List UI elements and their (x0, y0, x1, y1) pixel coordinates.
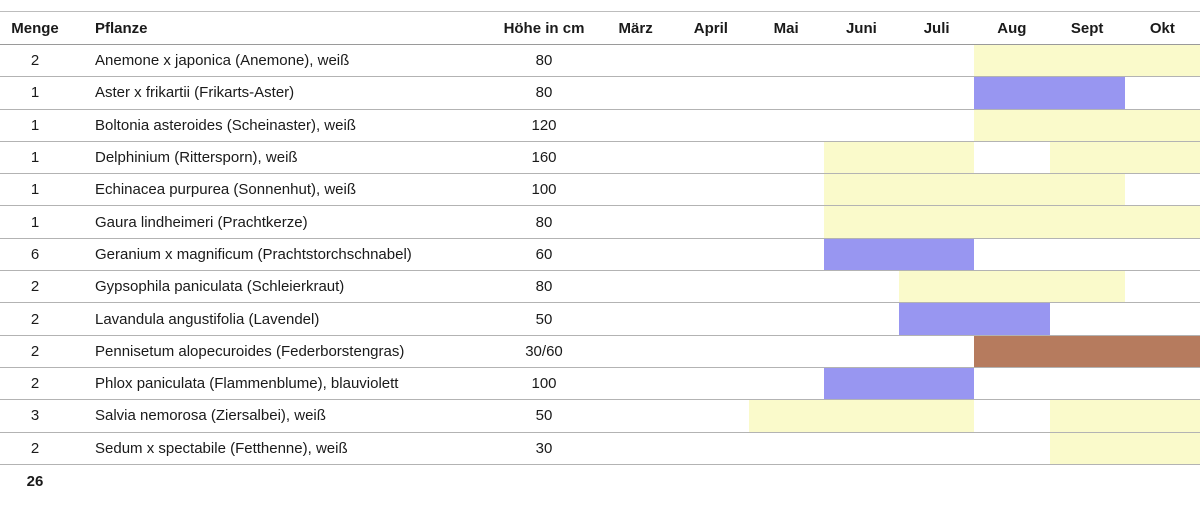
cell-plant-name: Geranium x magnificum (Prachtstorchschna… (95, 245, 412, 263)
table-row: 2 Gypsophila paniculata (Schleierkraut) 80 (0, 271, 1200, 304)
cell-height: 100 (531, 375, 557, 393)
bloom-chart-area (598, 400, 1200, 432)
table-row: 2 Phlox paniculata (Flammenblume), blauvi… (0, 367, 1200, 401)
cell-height: 100 (531, 181, 557, 199)
bloom-chart-area (598, 109, 1200, 141)
header-row: Menge Pflanze Höhe in cm März April Mai Jun… (0, 12, 1200, 45)
bloom-bar (823, 141, 975, 174)
bloom-bar (823, 174, 1125, 206)
table-row: 2 Anemone x japonica (Anemone), weiß 80 (0, 45, 1200, 78)
month-header: Aug (997, 19, 1027, 37)
cell-plant-name: Phlox paniculata (Flammenblume), blauvio… (95, 375, 399, 393)
table-row: 2 Lavandula angustifolia (Lavendel) 50 (0, 303, 1200, 336)
cell-quantity: 2 (30, 342, 40, 360)
month-header: März (618, 19, 653, 37)
cell-quantity: 1 (30, 116, 40, 134)
cell-quantity: 2 (30, 310, 40, 328)
cell-quantity: 2 (30, 278, 40, 296)
table-row: 6 Geranium x magnificum (Prachtstorchschn… (0, 238, 1200, 272)
table-row: 1 Boltonia asteroides (Scheinaster), weiß… (0, 109, 1200, 142)
month-headers: März April Mai Juni Juli Aug Sept Okt (598, 12, 1200, 44)
cell-height: 80 (535, 213, 553, 231)
bloom-bar (1049, 432, 1200, 464)
cell-height: 30/60 (525, 342, 563, 360)
bloom-bar (974, 45, 1200, 77)
table-row: 2 Sedum x spectabile (Fetthenne), weiß 30 (0, 432, 1200, 465)
cell-quantity: 1 (30, 181, 40, 199)
bloom-chart-area (598, 77, 1200, 109)
bloom-chart-area (598, 432, 1200, 464)
cell-plant-name: Aster x frikartii (Frikarts-Aster) (95, 84, 295, 102)
cell-quantity: 1 (30, 213, 40, 231)
month-header: Juli (923, 19, 950, 37)
cell-height: 50 (535, 310, 553, 328)
bloom-chart-area (598, 303, 1200, 335)
cell-height: 60 (535, 245, 553, 263)
table-row: 1 Echinacea purpurea (Sonnenhut), weiß 100 (0, 174, 1200, 207)
bloom-chart-area (598, 45, 1200, 77)
bloom-calendar-table: Menge Pflanze Höhe in cm März April Mai Jun… (0, 11, 1200, 499)
bloom-chart-area (598, 206, 1200, 238)
month-header: April (693, 19, 728, 37)
bloom-bar (823, 206, 1200, 238)
cell-plant-name: Delphinium (Rittersporn), weiß (95, 149, 298, 167)
bloom-chart-area (598, 367, 1200, 400)
bloom-bar (748, 400, 975, 432)
cell-height: 160 (531, 149, 557, 167)
month-header: Sept (1070, 19, 1104, 37)
cell-height: 80 (535, 278, 553, 296)
cell-plant-name: Gypsophila paniculata (Schleierkraut) (95, 278, 345, 296)
bloom-bar (974, 109, 1200, 141)
table-row: 2 Pennisetum alopecuroides (Federborsteng… (0, 335, 1200, 368)
cell-plant-name: Sedum x spectabile (Fetthenne), weiß (95, 439, 348, 457)
bloom-chart-area (598, 238, 1200, 271)
bloom-bar (823, 367, 975, 400)
month-header: Mai (773, 19, 799, 37)
cell-plant-name: Anemone x japonica (Anemone), weiß (95, 52, 350, 70)
cell-height: 30 (535, 439, 553, 457)
bloom-bar (1049, 141, 1200, 174)
bloom-bar (823, 238, 975, 271)
cell-quantity: 3 (30, 407, 40, 425)
cell-quantity: 6 (30, 245, 40, 263)
column-header-quantity: Menge (11, 19, 59, 37)
table-body: 2 Anemone x japonica (Anemone), weiß 80 1 As… (0, 45, 1200, 465)
column-header-plant: Pflanze (95, 19, 148, 37)
table-row: 1 Gaura lindheimeri (Prachtkerze) 80 (0, 206, 1200, 239)
cell-quantity: 2 (30, 439, 40, 457)
cell-plant-name: Echinacea purpurea (Sonnenhut), weiß (95, 181, 356, 199)
cell-plant-name: Pennisetum alopecuroides (Federborstengr… (95, 342, 405, 360)
bloom-chart-area (598, 141, 1200, 174)
table-row: 3 Salvia nemorosa (Ziersalbei), weiß 50 (0, 400, 1200, 433)
cell-plant-name: Gaura lindheimeri (Prachtkerze) (95, 213, 308, 231)
table-row: 1 Aster x frikartii (Frikarts-Aster) 80 (0, 77, 1200, 110)
column-header-height: Höhe in cm (503, 19, 585, 37)
cell-plant-name: Lavandula angustifolia (Lavendel) (95, 310, 320, 328)
total-row: 26 (0, 465, 1200, 499)
cell-quantity: 1 (30, 149, 40, 167)
cell-plant-name: Boltonia asteroides (Scheinaster), weiß (95, 116, 356, 134)
bloom-bar (974, 77, 1125, 109)
bloom-chart-area (598, 335, 1200, 367)
bloom-bar (899, 303, 1050, 335)
table-row: 1 Delphinium (Rittersporn), weiß 160 (0, 141, 1200, 175)
bloom-bar (1049, 400, 1200, 432)
bloom-bar (974, 335, 1200, 367)
cell-height: 80 (535, 84, 553, 102)
bloom-chart-area (598, 271, 1200, 303)
cell-quantity: 2 (30, 375, 40, 393)
cell-quantity: 2 (30, 52, 40, 70)
bloom-chart-area (598, 174, 1200, 206)
total-quantity: 26 (26, 473, 44, 491)
month-header: Juni (845, 19, 877, 37)
cell-height: 50 (535, 407, 553, 425)
cell-height: 120 (531, 116, 557, 134)
bloom-bar (899, 271, 1125, 303)
month-header: Okt (1149, 19, 1175, 37)
cell-height: 80 (535, 52, 553, 70)
cell-quantity: 1 (30, 84, 40, 102)
cell-plant-name: Salvia nemorosa (Ziersalbei), weiß (95, 407, 326, 425)
